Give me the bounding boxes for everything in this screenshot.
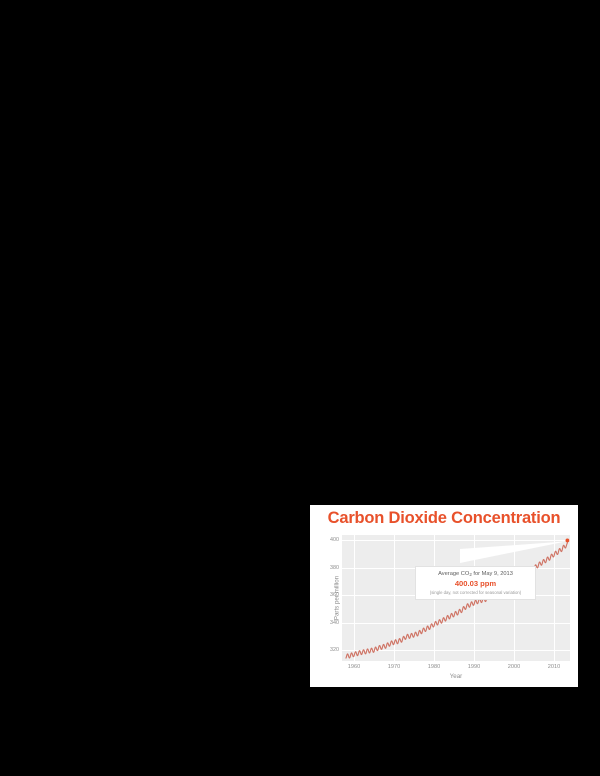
callout-heading-suffix: for May 9, 2013	[471, 571, 513, 577]
x-tick-label: 1960	[347, 664, 361, 670]
callout-heading-subscript: 2	[469, 571, 472, 577]
chart-card: Carbon Dioxide Concentration Parts per m…	[310, 505, 578, 687]
y-tick-label: 400	[330, 537, 339, 544]
gridline-horizontal	[342, 622, 570, 624]
annotation-callout: Average CO2 for May 9, 2013 400.03 ppm (…	[415, 566, 536, 601]
gridline-vertical	[554, 535, 555, 661]
x-axis-label: Year	[449, 673, 463, 680]
x-tick-label: 2010	[547, 664, 561, 670]
y-tick-label: 320	[330, 647, 339, 654]
x-tick-label: 1990	[467, 664, 481, 670]
y-tick-label: 380	[330, 564, 339, 571]
x-tick-label: 2000	[507, 664, 521, 670]
y-tick-label: 360	[330, 592, 339, 599]
endpoint-marker	[565, 538, 570, 543]
gridline-horizontal	[342, 540, 570, 542]
callout-note: (single day, not corrected for seasonal …	[429, 589, 522, 595]
callout-heading-prefix: Average CO	[438, 571, 470, 577]
callout-value: 400.03 ppm	[454, 579, 497, 589]
callout-leader-line	[460, 541, 567, 563]
x-tick-label: 1980	[427, 664, 441, 670]
callout-heading: Average CO2 for May 9, 2013	[419, 571, 532, 578]
gridline-vertical	[354, 535, 355, 661]
x-tick-label: 1970	[387, 664, 401, 670]
gridline-horizontal	[342, 650, 570, 652]
y-tick-label: 340	[330, 619, 339, 626]
plot-wrapper: Parts per million Year 320 340 360 380 400 1…	[330, 535, 570, 680]
gridline-vertical	[394, 535, 395, 661]
chart-title: Carbon Dioxide Concentration	[327, 509, 561, 527]
